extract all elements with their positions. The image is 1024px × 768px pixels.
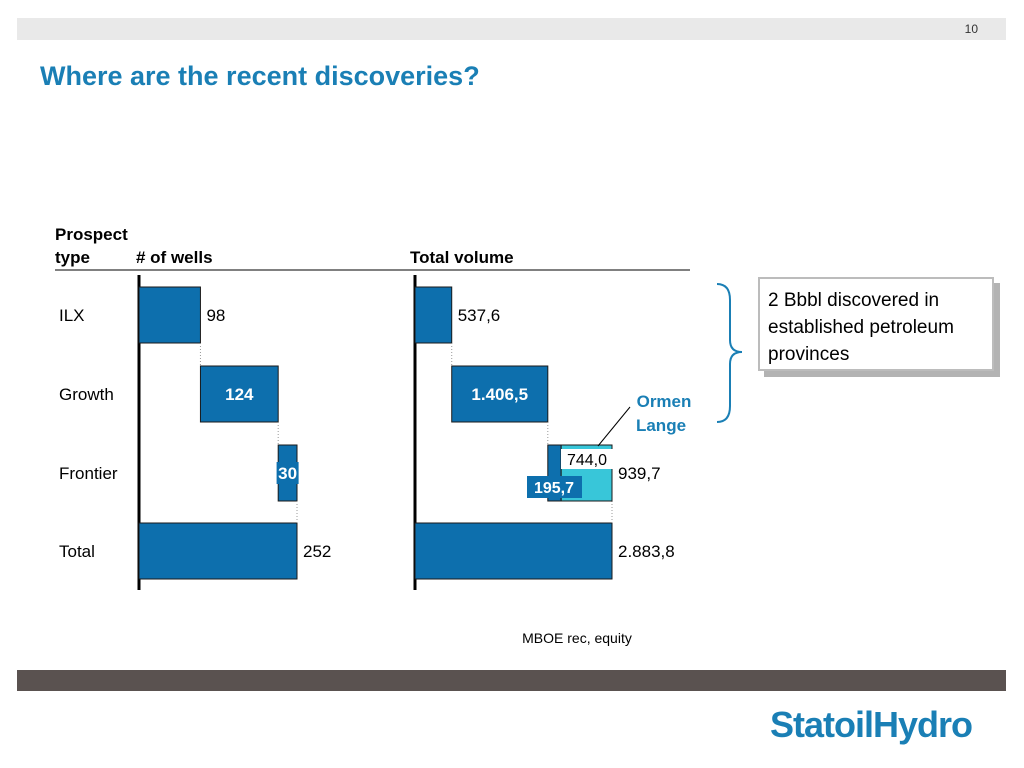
ormen-lange-name-line2: Lange [636, 416, 686, 435]
frontier-other-label-bg [527, 476, 582, 498]
header-wells: # of wells [136, 248, 213, 267]
wells-bar-total [138, 522, 298, 580]
page-number: 10 [964, 22, 978, 36]
ormen-lange-name: Ormen [637, 392, 692, 411]
statoilhydro-logo: StatoilHydro [770, 704, 973, 745]
frontier-other-value-label: 195,7 [534, 480, 574, 497]
ormen-lange-value-label: 744,0 [567, 452, 607, 469]
volume-label-ilx: 537,6 [458, 306, 501, 325]
unit-note: MBOE rec, equity [522, 630, 632, 646]
wells-bar-ilx [138, 286, 201, 344]
category-label-ilx: ILX [59, 306, 85, 325]
wells-label-bg-frontier [276, 462, 299, 484]
volume-bar-ilx [414, 286, 453, 344]
header-prospect-type: Prospect [55, 225, 128, 244]
header-volume: Total volume [410, 248, 514, 267]
footer-bar [17, 670, 1006, 691]
category-label-total: Total [59, 542, 95, 561]
wells-label-frontier: 30 [278, 464, 297, 483]
wells-label-growth: 124 [225, 385, 254, 404]
wells-label-total: 252 [303, 542, 331, 561]
category-label-growth: Growth [59, 385, 114, 404]
volume-label-growth: 1.406,5 [471, 385, 528, 404]
wells-label-ilx: 98 [206, 306, 225, 325]
volume-bar-total [414, 522, 613, 580]
volume-label-frontier: 939,7 [618, 464, 661, 483]
callout-box: 2 Bbbl discovered in established petrole… [758, 277, 994, 371]
ormen-lange-leader-line [597, 406, 631, 447]
header-prospect-type-line2: type [55, 248, 90, 267]
volume-label-total: 2.883,8 [618, 542, 675, 561]
volume-bar-growth [451, 365, 549, 423]
category-label-frontier: Frontier [59, 464, 118, 483]
page-title: Where are the recent discoveries? [40, 61, 480, 91]
curly-brace [716, 283, 743, 423]
wells-bar-growth [199, 365, 279, 423]
header-bar: 10 [17, 18, 1006, 40]
ormen-lange-value-bg [561, 449, 613, 469]
